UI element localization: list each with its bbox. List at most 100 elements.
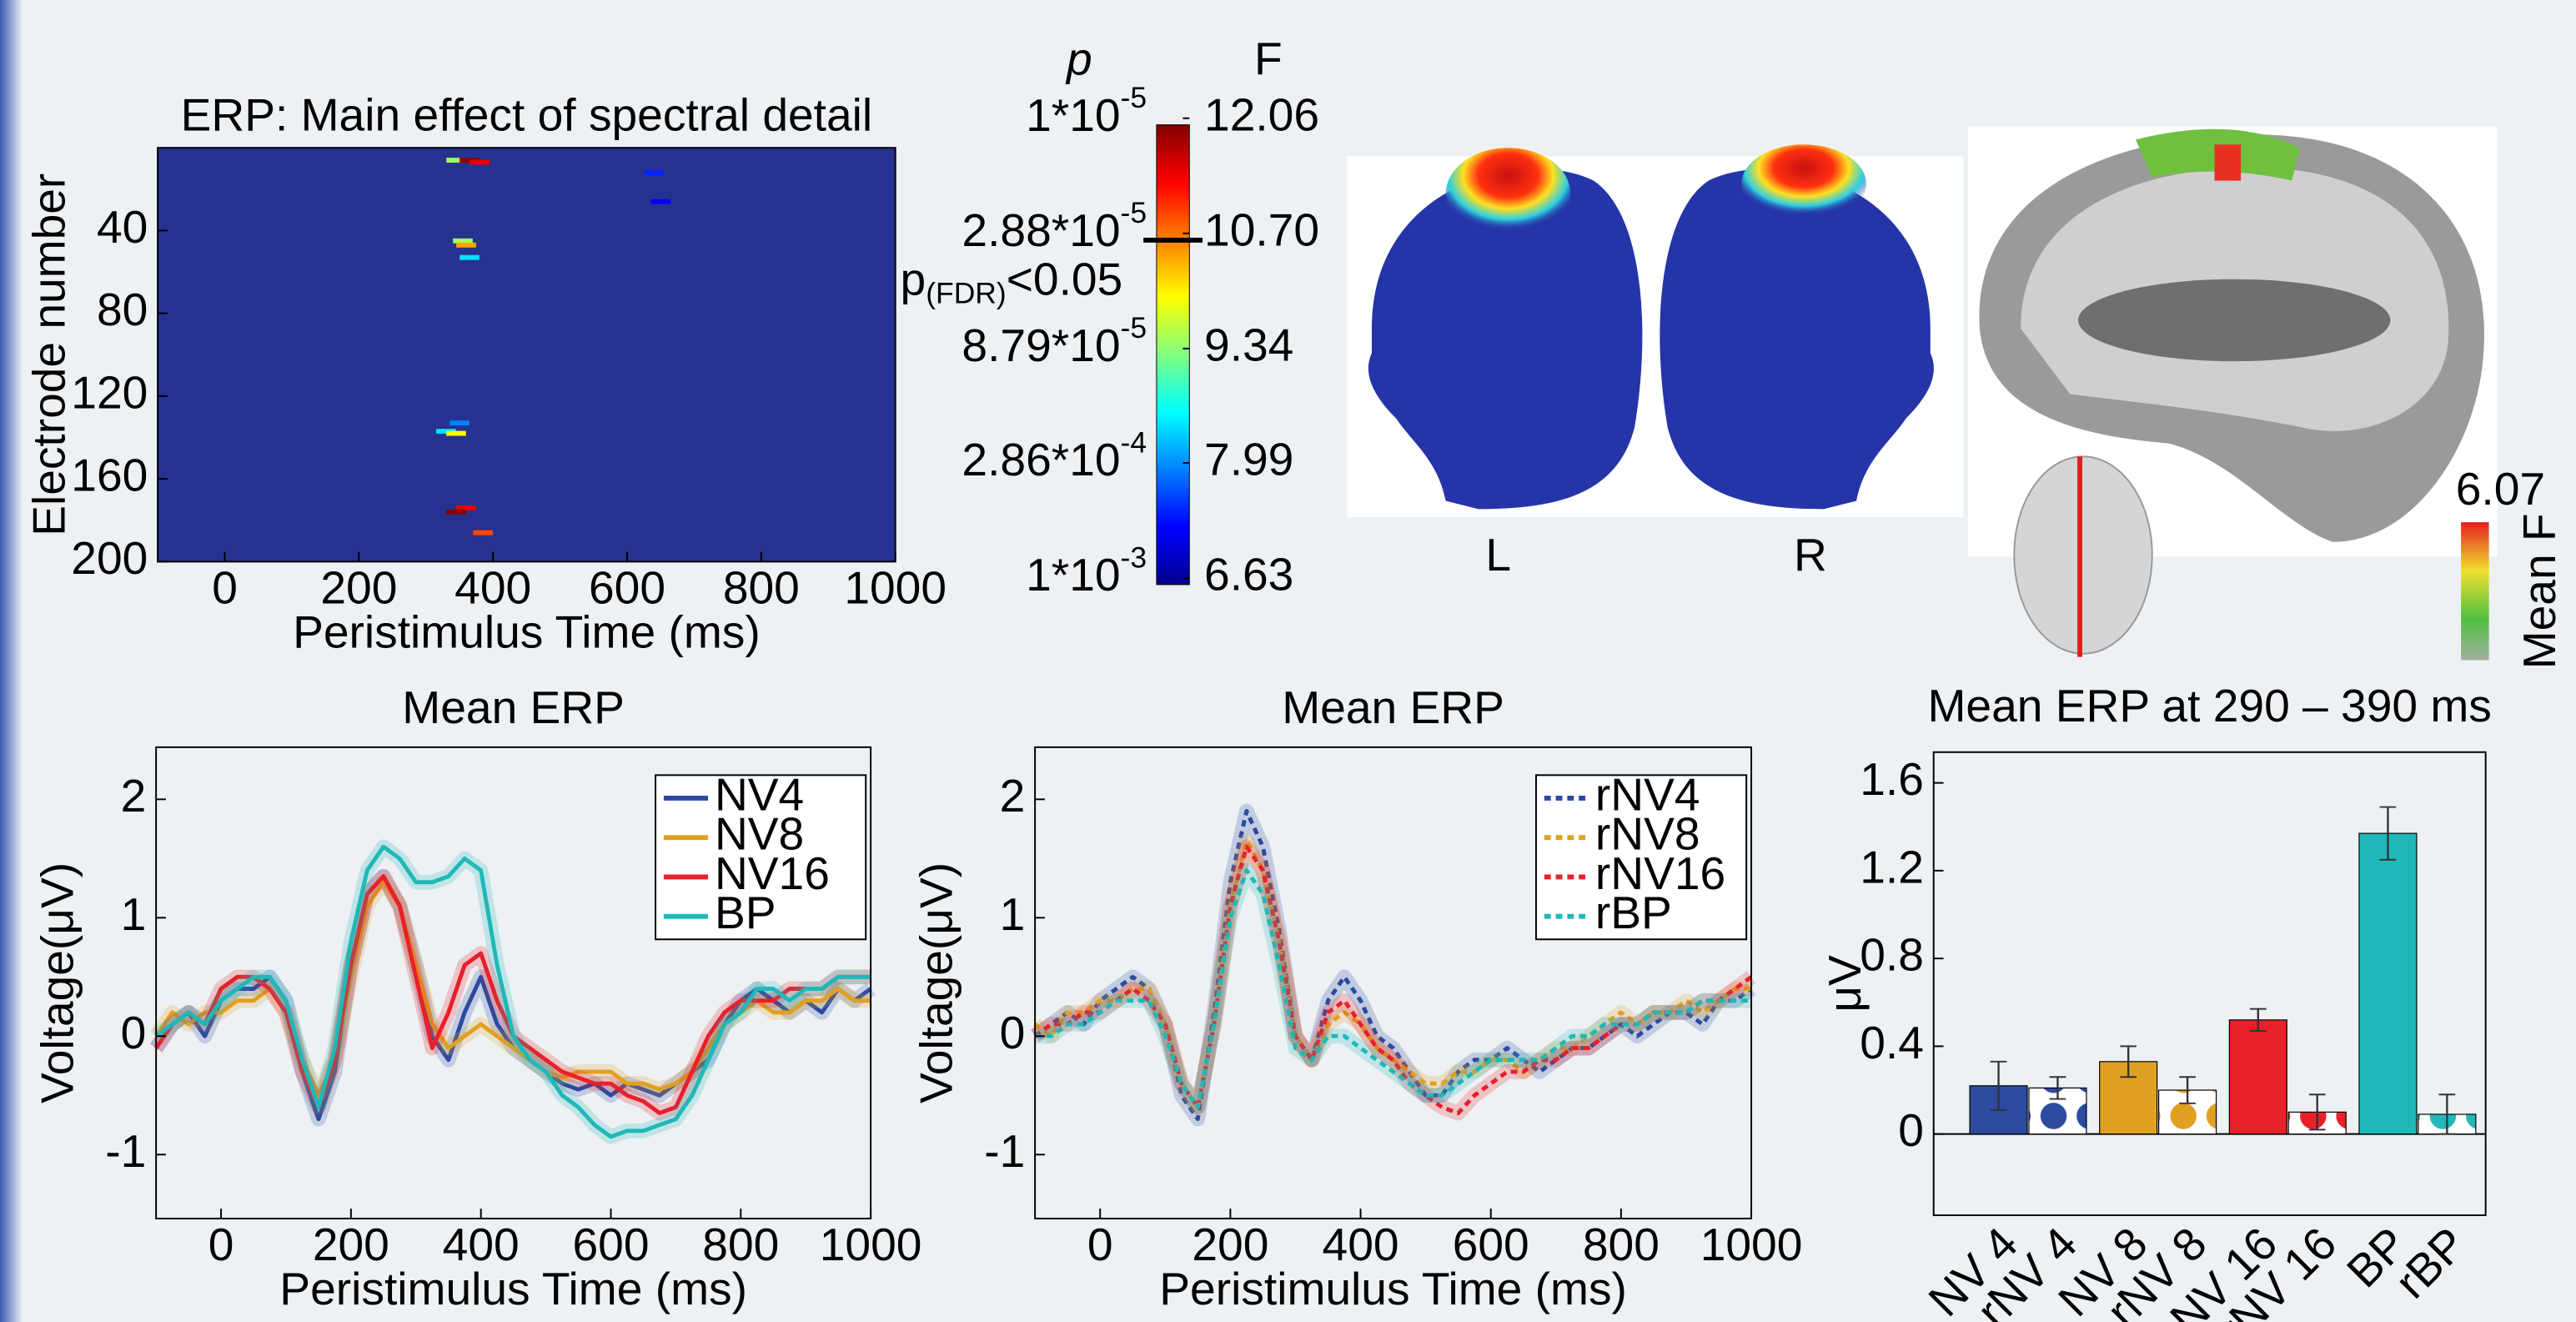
x-tick-label: 400 (1323, 1219, 1399, 1270)
x-tick-label: 800 (1583, 1219, 1660, 1270)
plot-frame (1932, 751, 2487, 1217)
p-mantissa: 1*10 (1026, 88, 1120, 140)
x-tick-label: 800 (723, 561, 800, 613)
legend-label: rNV4 (1595, 768, 1700, 820)
x-tick-label: 200 (1192, 1219, 1268, 1270)
threshold-p: p (901, 253, 926, 304)
chart-title: Mean ERP (402, 681, 625, 733)
heatmap-cell (436, 429, 456, 435)
brain-activation (2214, 144, 2242, 181)
x-tick-label: 0 (208, 1219, 234, 1270)
y-tick-label: 0 (1000, 1007, 1026, 1058)
activation (1741, 144, 1866, 224)
colorbar-f-title: F (1254, 33, 1283, 84)
legend-box (655, 774, 867, 941)
heatmap-cell (456, 242, 476, 248)
series-line (1035, 868, 1752, 1109)
heatmap-cell (644, 170, 664, 175)
colorbar-p-label: 1*10-5 (1026, 81, 1147, 140)
colorbar-label: Mean F (2513, 513, 2565, 669)
x-tick-label: 800 (702, 1219, 779, 1270)
x-tick-label: 1000 (820, 1219, 922, 1270)
p-exponent: -4 (1121, 426, 1147, 460)
bar (2358, 832, 2418, 1135)
p-mantissa: 1*10 (1026, 549, 1120, 601)
y-tick-label: 40 (97, 201, 148, 253)
y-axis-label: Electrode number (23, 173, 75, 536)
brain-axial (2013, 455, 2153, 655)
x-tick-label: 200 (313, 1219, 389, 1270)
y-tick-label: 2 (1000, 770, 1026, 822)
brain-ventricle (2078, 279, 2391, 362)
x-tick-label: 200 (320, 561, 397, 613)
y-tick-label: -1 (105, 1125, 146, 1177)
x-tick-label: 0 (212, 561, 238, 613)
threshold-sub: (FDR) (926, 277, 1006, 310)
x-tick-label: 1000 (1700, 1219, 1803, 1270)
colorbar-f-label: 7.99 (1204, 434, 1293, 485)
chart-title: ERP: Main effect of spectral detail (181, 88, 873, 140)
y-tick-label: -1 (984, 1125, 1025, 1177)
colorbar-p-label: 2.88*10-5 (962, 197, 1147, 256)
legend-label: rNV16 (1595, 847, 1725, 899)
colorbar-f-label: 6.63 (1204, 549, 1293, 601)
head-left (1368, 168, 1643, 510)
heatmap-cell (446, 509, 466, 515)
y-tick-label: 1.2 (1860, 841, 1924, 892)
slide-edge (0, 0, 23, 1322)
heatmap-cell (446, 430, 466, 436)
brain-map: 6.07 Mean F (1968, 126, 2565, 669)
legend-label: rBP (1595, 887, 1672, 938)
y-axis-label: Voltage(μV) (910, 862, 962, 1103)
chart-title: Mean ERP (1282, 681, 1504, 733)
y-tick-label: 0.8 (1860, 929, 1924, 981)
y-tick-label: 160 (71, 450, 148, 501)
y-tick-label: 1.6 (1860, 753, 1924, 805)
chart-title: Mean ERP at 290 – 390 ms (1927, 680, 2491, 731)
heatmap-cell (473, 530, 493, 535)
threshold-label: p(FDR)<0.05 (901, 253, 1123, 310)
brain-colorbar (2461, 522, 2489, 661)
activation (1445, 148, 1571, 240)
legend-label: BP (715, 887, 776, 938)
heatmap-cell (453, 238, 473, 244)
y-axis-label: Voltage(μV) (31, 862, 83, 1103)
threshold-suffix: <0.05 (1007, 253, 1123, 304)
colorbar-p-label: 1*10-3 (1026, 541, 1147, 601)
p-exponent: -3 (1121, 541, 1147, 575)
heatmap-cell (650, 199, 671, 204)
y-tick-label: 0.4 (1860, 1017, 1924, 1068)
colorbar (1156, 124, 1190, 586)
p-exponent: -5 (1121, 81, 1147, 114)
series-line (1033, 838, 1752, 1109)
scalp-label: L (1485, 529, 1511, 581)
legend-label: NV16 (715, 847, 830, 899)
heatmap-cell (470, 159, 490, 165)
p-exponent: -5 (1121, 312, 1147, 345)
y-tick-label: 0 (1898, 1104, 1924, 1156)
heatmap-background (158, 148, 896, 562)
x-tick-label: 400 (443, 1219, 520, 1270)
scalp-maps: L R (1347, 144, 1964, 581)
y-tick-label: 120 (71, 366, 148, 418)
colorbar-f-label: 12.06 (1204, 88, 1319, 140)
p-exponent: -5 (1121, 197, 1147, 230)
series-line (1033, 844, 1753, 1116)
y-tick-label: 80 (97, 284, 148, 335)
colorbar-f-label: 9.34 (1204, 319, 1293, 370)
p-mantissa: 2.86*10 (962, 434, 1120, 485)
series-line (154, 844, 871, 1139)
heatmap-cell (446, 158, 466, 163)
y-tick-label: 0 (121, 1007, 147, 1058)
legend-box (1534, 774, 1748, 941)
x-tick-label: 600 (572, 1219, 649, 1270)
y-tick-label: 1 (121, 888, 147, 940)
x-axis-label: Peristimulus Time (ms) (1159, 1263, 1627, 1314)
heatmap-cell (456, 505, 476, 510)
legend-label: NV4 (715, 768, 804, 820)
plot-frame (157, 147, 896, 563)
x-tick-label: 0 (1087, 1219, 1113, 1270)
y-axis-label: μV (1819, 955, 1870, 1013)
